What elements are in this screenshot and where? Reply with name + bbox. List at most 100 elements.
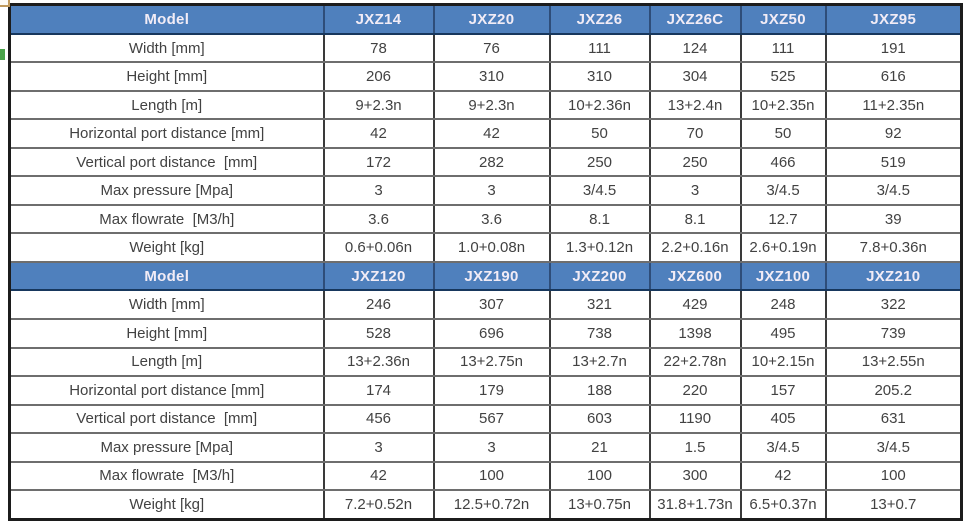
row-label: Width [mm] xyxy=(8,32,325,64)
spec-cell: 42 xyxy=(739,460,827,492)
model-name-header: JXZ190 xyxy=(432,260,551,292)
row-label: Max flowrate [M3/h] xyxy=(8,203,325,235)
spec-cell: 3 xyxy=(322,432,435,463)
spec-cell: 310 xyxy=(548,61,651,92)
spec-cell: 495 xyxy=(739,318,827,349)
spec-cell: 1190 xyxy=(648,403,742,435)
table-row: Width [mm] 78 76 111 124 111 191 xyxy=(8,32,963,64)
model-name-header: JXZ120 xyxy=(322,260,435,292)
crop-artifact-box xyxy=(0,0,10,7)
spec-cell: 3/4.5 xyxy=(824,432,963,463)
spec-cell: 111 xyxy=(739,32,827,64)
spec-cell: 631 xyxy=(824,403,963,435)
spec-cell: 10+2.15n xyxy=(739,346,827,378)
spec-cell: 738 xyxy=(548,318,651,349)
spec-cell: 3 xyxy=(432,432,551,463)
table-row: Max pressure [Mpa] 3 3 21 1.5 3/4.5 3/4.… xyxy=(8,432,963,463)
spec-cell: 8.1 xyxy=(648,203,742,235)
spec-cell: 405 xyxy=(739,403,827,435)
spec-cell: 456 xyxy=(322,403,435,435)
section1-header-row: Model JXZ14 JXZ20 JXZ26 JXZ26C JXZ50 JXZ… xyxy=(8,3,963,35)
spec-cell: 696 xyxy=(432,318,551,349)
spec-cell: 111 xyxy=(548,32,651,64)
spec-cell: 9+2.3n xyxy=(432,89,551,121)
table-row: Vertical port distance [mm] 172 282 250 … xyxy=(8,146,963,178)
spec-cell: 124 xyxy=(648,32,742,64)
spec-cell: 246 xyxy=(322,289,435,320)
table-row: Max flowrate [M3/h] 42 100 100 300 42 10… xyxy=(8,460,963,492)
spec-cell: 191 xyxy=(824,32,963,64)
model-name-header: JXZ50 xyxy=(739,3,827,35)
spec-cell: 3.6 xyxy=(322,203,435,235)
spec-cell: 92 xyxy=(824,118,963,149)
spec-cell: 466 xyxy=(739,146,827,178)
table-row: Horizontal port distance [mm] 42 42 50 7… xyxy=(8,118,963,149)
spec-cell: 50 xyxy=(548,118,651,149)
model-name-header: JXZ200 xyxy=(548,260,651,292)
spec-cell: 300 xyxy=(648,460,742,492)
table-row: Length [m] 9+2.3n 9+2.3n 10+2.36n 13+2.4… xyxy=(8,89,963,121)
spec-cell: 10+2.36n xyxy=(548,89,651,121)
spec-cell: 206 xyxy=(322,61,435,92)
spec-cell: 2.6+0.19n xyxy=(739,232,827,263)
spec-cell: 739 xyxy=(824,318,963,349)
spec-cell: 174 xyxy=(322,375,435,406)
spec-cell: 39 xyxy=(824,203,963,235)
spec-cell: 616 xyxy=(824,61,963,92)
spec-cell: 42 xyxy=(322,460,435,492)
spec-cell: 519 xyxy=(824,146,963,178)
spec-cell: 7.8+0.36n xyxy=(824,232,963,263)
model-name-header: JXZ95 xyxy=(824,3,963,35)
model-name-header: JXZ100 xyxy=(739,260,827,292)
spec-cell: 307 xyxy=(432,289,551,320)
table-row: Weight [kg] 7.2+0.52n 12.5+0.72n 13+0.75… xyxy=(8,489,963,521)
spec-cell: 70 xyxy=(648,118,742,149)
row-label: Weight [kg] xyxy=(8,489,325,521)
spec-cell: 321 xyxy=(548,289,651,320)
row-label: Max pressure [Mpa] xyxy=(8,432,325,463)
spec-cell: 2.2+0.16n xyxy=(648,232,742,263)
spec-cell: 3/4.5 xyxy=(739,175,827,206)
spec-cell: 13+2.36n xyxy=(322,346,435,378)
spec-cell: 8.1 xyxy=(548,203,651,235)
spec-cell: 157 xyxy=(739,375,827,406)
spec-cell: 13+2.55n xyxy=(824,346,963,378)
spec-cell: 248 xyxy=(739,289,827,320)
spec-cell: 1.3+0.12n xyxy=(548,232,651,263)
spec-cell: 6.5+0.37n xyxy=(739,489,827,521)
spec-cell: 100 xyxy=(432,460,551,492)
spec-cell: 22+2.78n xyxy=(648,346,742,378)
spec-cell: 78 xyxy=(322,32,435,64)
table-row: Max flowrate [M3/h] 3.6 3.6 8.1 8.1 12.7… xyxy=(8,203,963,235)
spec-cell: 528 xyxy=(322,318,435,349)
row-label: Width [mm] xyxy=(8,289,325,320)
spec-cell: 310 xyxy=(432,61,551,92)
model-column-header: Model xyxy=(8,3,325,35)
section2-header-row: Model JXZ120 JXZ190 JXZ200 JXZ600 JXZ100… xyxy=(8,260,963,292)
spec-cell: 13+2.4n xyxy=(648,89,742,121)
spec-cell: 3/4.5 xyxy=(548,175,651,206)
model-name-header: JXZ210 xyxy=(824,260,963,292)
table-row: Length [m] 13+2.36n 13+2.75n 13+2.7n 22+… xyxy=(8,346,963,378)
spec-cell: 0.6+0.06n xyxy=(322,232,435,263)
spec-cell: 3 xyxy=(648,175,742,206)
spec-cell: 9+2.3n xyxy=(322,89,435,121)
spec-cell: 13+0.7 xyxy=(824,489,963,521)
spec-cell: 1.0+0.08n xyxy=(432,232,551,263)
spec-cell: 3 xyxy=(432,175,551,206)
row-label: Height [mm] xyxy=(8,318,325,349)
model-name-header: JXZ26C xyxy=(648,3,742,35)
table-row: Weight [kg] 0.6+0.06n 1.0+0.08n 1.3+0.12… xyxy=(8,232,963,263)
row-label: Length [m] xyxy=(8,346,325,378)
table-row: Vertical port distance [mm] 456 567 603 … xyxy=(8,403,963,435)
spec-cell: 3 xyxy=(322,175,435,206)
model-name-header: JXZ600 xyxy=(648,260,742,292)
table-row: Width [mm] 246 307 321 429 248 322 xyxy=(8,289,963,320)
spec-cell: 12.7 xyxy=(739,203,827,235)
row-label: Height [mm] xyxy=(8,61,325,92)
spec-cell: 304 xyxy=(648,61,742,92)
spec-cell: 220 xyxy=(648,375,742,406)
spec-cell: 100 xyxy=(548,460,651,492)
spec-cell: 50 xyxy=(739,118,827,149)
